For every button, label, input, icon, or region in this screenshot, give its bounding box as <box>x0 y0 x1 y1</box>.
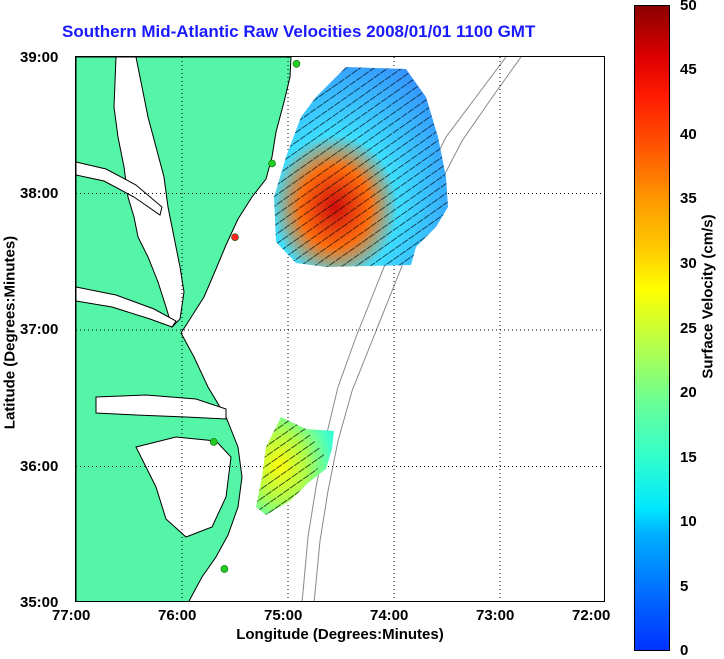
x-tick-label: 74:00 <box>370 607 409 624</box>
colorbar-tick-label: 20 <box>680 384 697 401</box>
y-tick-label: 38:00 <box>20 185 59 202</box>
colorbar-tick-label: 15 <box>680 449 697 466</box>
potomac-river <box>76 161 163 216</box>
colorbar-tick-label: 5 <box>680 578 689 595</box>
map-canvas[interactable] <box>76 57 605 602</box>
albemarle-sound <box>95 394 227 420</box>
station-layer <box>210 60 301 573</box>
y-axis-title: Latitude (Degrees:Minutes) <box>1 235 19 430</box>
colorbar-tick-label: 45 <box>680 61 697 78</box>
bathymetry-contour <box>301 57 507 601</box>
page-title: Southern Mid-Atlantic Raw Velocities 200… <box>62 22 536 41</box>
x-axis-title: Longitude (Degrees:Minutes) <box>236 626 444 643</box>
colorbar-tick-label: 25 <box>680 320 697 337</box>
colorbar-tick-label: 30 <box>680 255 697 272</box>
pamlico-sound <box>135 436 232 538</box>
colorbar-tick-label: 10 <box>680 513 697 530</box>
bathymetry-contour <box>313 57 522 601</box>
colorbar-tick-label: 40 <box>680 126 697 143</box>
x-tick-label: 76:00 <box>158 607 197 624</box>
radar-station-marker <box>292 60 301 68</box>
y-tick-label: 35:00 <box>20 594 59 611</box>
y-tick-label: 36:00 <box>20 458 59 475</box>
colorbar <box>634 5 670 651</box>
x-tick-label: 75:00 <box>264 607 303 624</box>
x-tick-label: 77:00 <box>52 607 91 624</box>
radar-station-marker <box>210 438 218 446</box>
colorbar-tick-label: 50 <box>680 0 697 14</box>
colorbar-title: Surface Velocity (cm/s) <box>699 214 717 379</box>
graticule <box>76 57 604 601</box>
radar-station-marker <box>220 565 229 573</box>
x-tick-label: 72:00 <box>572 607 611 624</box>
radar-station-marker <box>268 159 276 168</box>
james-river <box>76 286 177 328</box>
y-tick-label: 39:00 <box>20 49 59 66</box>
x-tick-label: 73:00 <box>476 607 515 624</box>
radar-station-marker <box>231 233 239 241</box>
colorbar-tick-label: 0 <box>680 642 689 659</box>
velocity-arrows-south <box>256 417 326 515</box>
colorbar-tick-label: 35 <box>680 190 697 207</box>
y-tick-label: 37:00 <box>20 321 59 338</box>
map-panel[interactable] <box>75 56 605 602</box>
velocity-arrows-north <box>274 67 448 267</box>
